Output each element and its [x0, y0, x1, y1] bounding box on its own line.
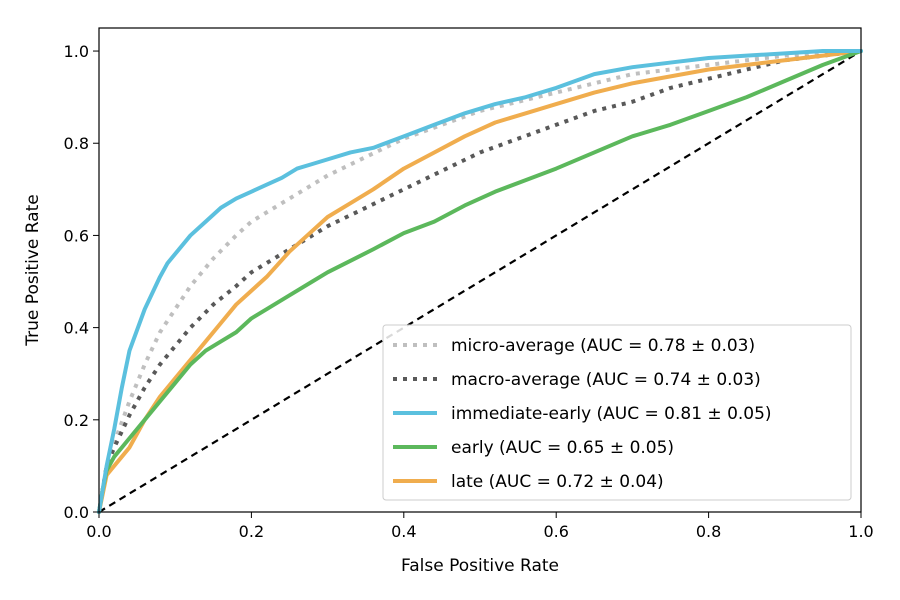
plot-area — [97, 27, 863, 514]
y-tick-label: 0.2 — [64, 411, 89, 430]
legend: micro-average (AUC = 0.78 ± 0.03) macro-a… — [382, 324, 852, 501]
x-tick-label: 1.0 — [848, 522, 873, 541]
plot-frame — [98, 27, 862, 513]
series-line-3 — [97, 49, 863, 514]
x-axis: 0.0 0.2 0.4 0.6 0.8 1.0 — [86, 512, 874, 541]
x-axis-label: False Positive Rate — [401, 556, 559, 576]
x-tick-label: 0.8 — [696, 522, 721, 541]
y-tick-label: 1.0 — [64, 42, 89, 61]
series-line-5 — [98, 50, 862, 513]
y-axis: 0.0 0.2 0.4 0.6 0.8 1.0 — [64, 42, 99, 522]
legend-label-3: early (AUC = 0.65 ± 0.05) — [451, 438, 674, 458]
series-line-0 — [97, 49, 862, 513]
series-line-4 — [97, 49, 863, 514]
y-tick-label: 0.6 — [64, 226, 89, 245]
series-layer — [97, 49, 863, 514]
legend-label-1: macro-average (AUC = 0.74 ± 0.03) — [451, 370, 761, 390]
y-tick-label: 0.0 — [64, 503, 89, 522]
y-axis-label: True Positive Rate — [23, 194, 43, 346]
series-line-2 — [97, 49, 863, 514]
legend-label-0: micro-average (AUC = 0.78 ± 0.03) — [451, 336, 755, 356]
x-tick-label: 0.0 — [86, 522, 111, 541]
series-line-1 — [97, 49, 862, 513]
legend-box — [382, 324, 852, 501]
legend-label-4: late (AUC = 0.72 ± 0.04) — [451, 472, 664, 492]
legend-label-2: immediate-early (AUC = 0.81 ± 0.05) — [451, 404, 772, 424]
x-tick-label: 0.4 — [391, 522, 416, 541]
x-tick-label: 0.2 — [239, 522, 264, 541]
y-tick-label: 0.4 — [64, 319, 89, 338]
x-tick-label: 0.6 — [543, 522, 568, 541]
y-tick-label: 0.8 — [64, 134, 89, 153]
